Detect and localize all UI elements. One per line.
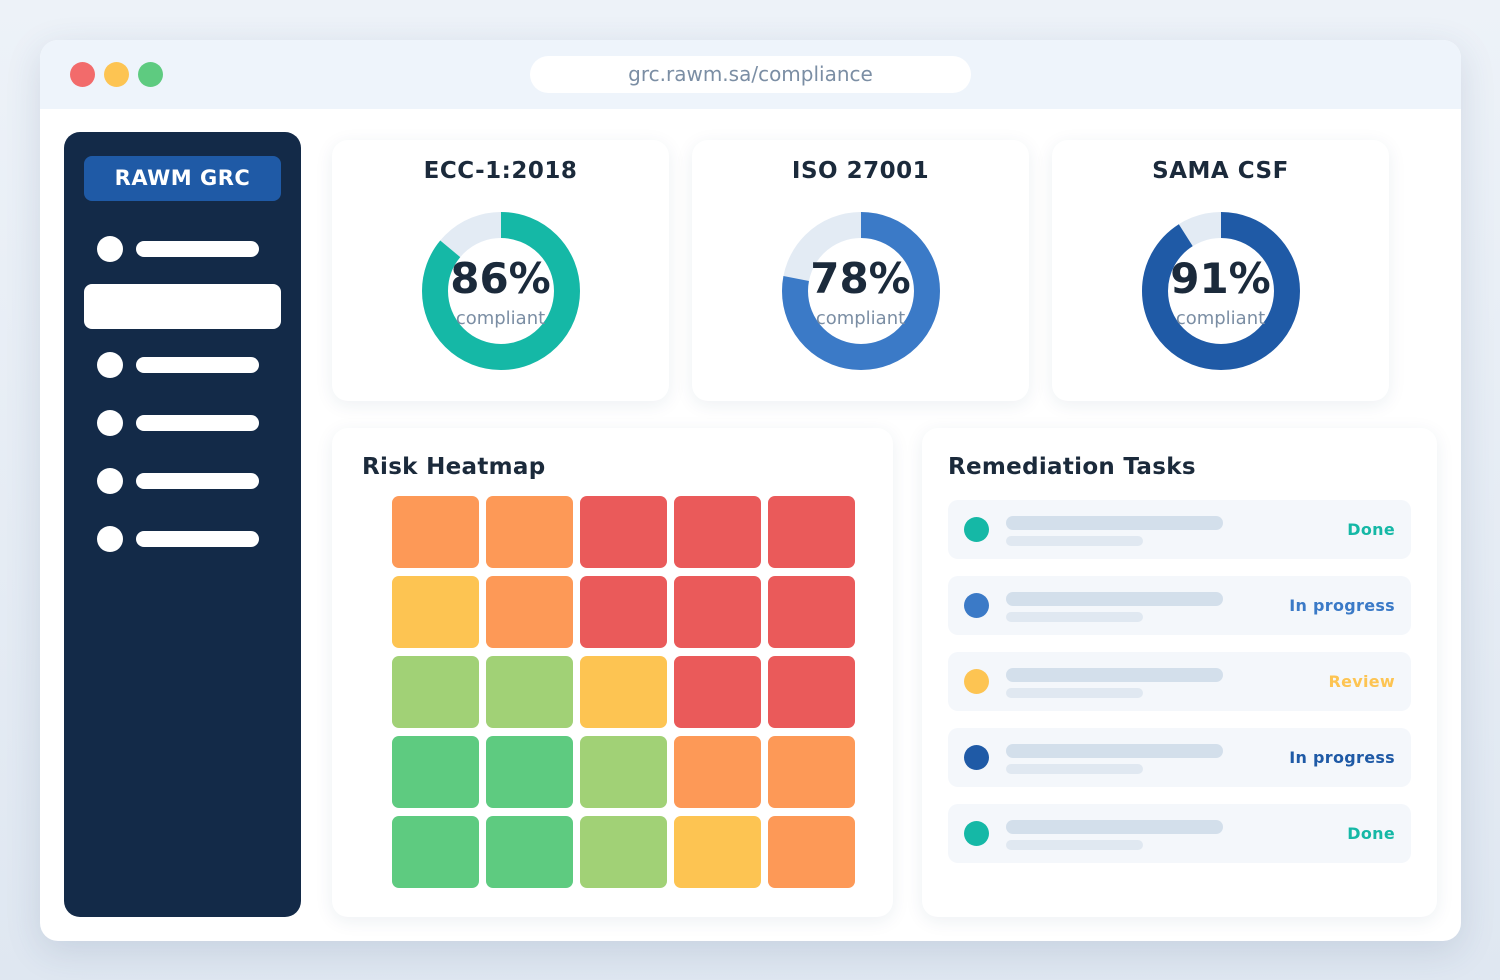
tasks-title: Remediation Tasks [948,454,1196,480]
compliance-donut [782,212,940,370]
heatmap-title: Risk Heatmap [362,454,546,480]
kpi-title: ISO 27001 [791,158,930,184]
task-title-placeholder [1006,592,1223,606]
task-status-dot [964,821,989,846]
task-meta-placeholder [1006,536,1143,546]
task-title-placeholder [1006,820,1223,834]
risk-heatmap-panel: Risk Heatmap [332,428,893,917]
brand-logo[interactable]: RAWM GRC [84,156,281,201]
heatmap-cell[interactable] [392,656,479,728]
title-bar: grc.rawm.sa/compliance [40,40,1461,109]
task-meta-placeholder [1006,840,1143,850]
heatmap-cell[interactable] [674,656,761,728]
compliance-percent: 91% [1170,254,1271,303]
compliance-donut [1142,212,1300,370]
task-row[interactable]: Done [948,500,1411,559]
compliance-label: compliant [455,308,546,329]
sidebar-item-4[interactable] [64,410,301,436]
task-row[interactable]: Done [948,804,1411,863]
task-status-label: Review [1328,672,1395,691]
task-status-dot [964,669,989,694]
heatmap-cell[interactable] [580,656,667,728]
compliance-percent: 78% [810,254,911,303]
heatmap-cell[interactable] [768,496,855,568]
heatmap-cell[interactable] [486,736,573,808]
donut-arc [782,212,940,370]
maximize-window-button[interactable] [138,62,163,87]
task-row[interactable]: In progress [948,728,1411,787]
sidebar: RAWM GRC [64,132,301,917]
task-title-placeholder [1006,668,1223,682]
heatmap-cell[interactable] [674,736,761,808]
task-status-label: In progress [1289,596,1395,615]
nav-label-placeholder [136,357,259,373]
task-status-dot [964,745,989,770]
nav-icon [97,526,123,552]
nav-label-placeholder [136,415,259,431]
kpi-card-ecc[interactable]: ECC-1:2018 86% compliant [332,140,669,401]
task-row[interactable]: Review [948,652,1411,711]
browser-window: grc.rawm.sa/compliance RAWM GRC ECC-1:20… [40,40,1461,941]
compliance-label: compliant [1175,308,1266,329]
heatmap-cell[interactable] [392,496,479,568]
sidebar-item-5[interactable] [64,468,301,494]
nav-label-placeholder [136,473,259,489]
task-row[interactable]: In progress [948,576,1411,635]
kpi-card-sama[interactable]: SAMA CSF 91% compliant [1052,140,1389,401]
nav-icon [97,352,123,378]
heatmap-cell[interactable] [674,576,761,648]
task-meta-placeholder [1006,688,1143,698]
donut-arc [422,212,580,370]
kpi-card-iso[interactable]: ISO 27001 78% compliant [692,140,1029,401]
nav-icon [97,410,123,436]
heatmap-cell[interactable] [486,816,573,888]
task-title-placeholder [1006,516,1223,530]
compliance-donut [422,212,580,370]
heatmap-cell[interactable] [768,576,855,648]
heatmap-cell[interactable] [392,576,479,648]
kpi-title: ECC-1:2018 [423,158,578,184]
task-status-dot [964,517,989,542]
heatmap-cell[interactable] [392,816,479,888]
task-status-label: Done [1347,520,1395,539]
compliance-label: compliant [815,308,906,329]
sidebar-item-3[interactable] [64,352,301,378]
heatmap-cell[interactable] [486,496,573,568]
heatmap-cell[interactable] [674,496,761,568]
close-window-button[interactable] [70,62,95,87]
address-bar[interactable]: grc.rawm.sa/compliance [530,56,971,93]
sidebar-item-6[interactable] [64,526,301,552]
compliance-percent: 86% [450,254,551,303]
task-title-placeholder [1006,744,1223,758]
sidebar-item-1[interactable] [64,236,301,262]
nav-label-placeholder [136,531,259,547]
sidebar-item-active[interactable] [84,284,281,329]
heatmap-cell[interactable] [580,496,667,568]
heatmap-cell[interactable] [392,736,479,808]
heatmap-cell[interactable] [486,656,573,728]
heatmap-cell[interactable] [768,656,855,728]
nav-label-placeholder [136,241,259,257]
task-status-label: Done [1347,824,1395,843]
heatmap-cell[interactable] [674,816,761,888]
heatmap-cell[interactable] [580,816,667,888]
task-status-dot [964,593,989,618]
task-meta-placeholder [1006,612,1143,622]
heatmap-cell[interactable] [768,816,855,888]
remediation-tasks-panel: Remediation Tasks Done In progress Revie… [922,428,1437,917]
task-status-label: In progress [1289,748,1395,767]
heatmap-cell[interactable] [768,736,855,808]
donut-arc [1142,212,1300,370]
nav-icon [97,468,123,494]
heatmap-cell[interactable] [580,576,667,648]
task-meta-placeholder [1006,764,1143,774]
minimize-window-button[interactable] [104,62,129,87]
heatmap-cell[interactable] [580,736,667,808]
nav-icon [97,236,123,262]
heatmap-cell[interactable] [486,576,573,648]
kpi-title: SAMA CSF [1152,158,1289,184]
